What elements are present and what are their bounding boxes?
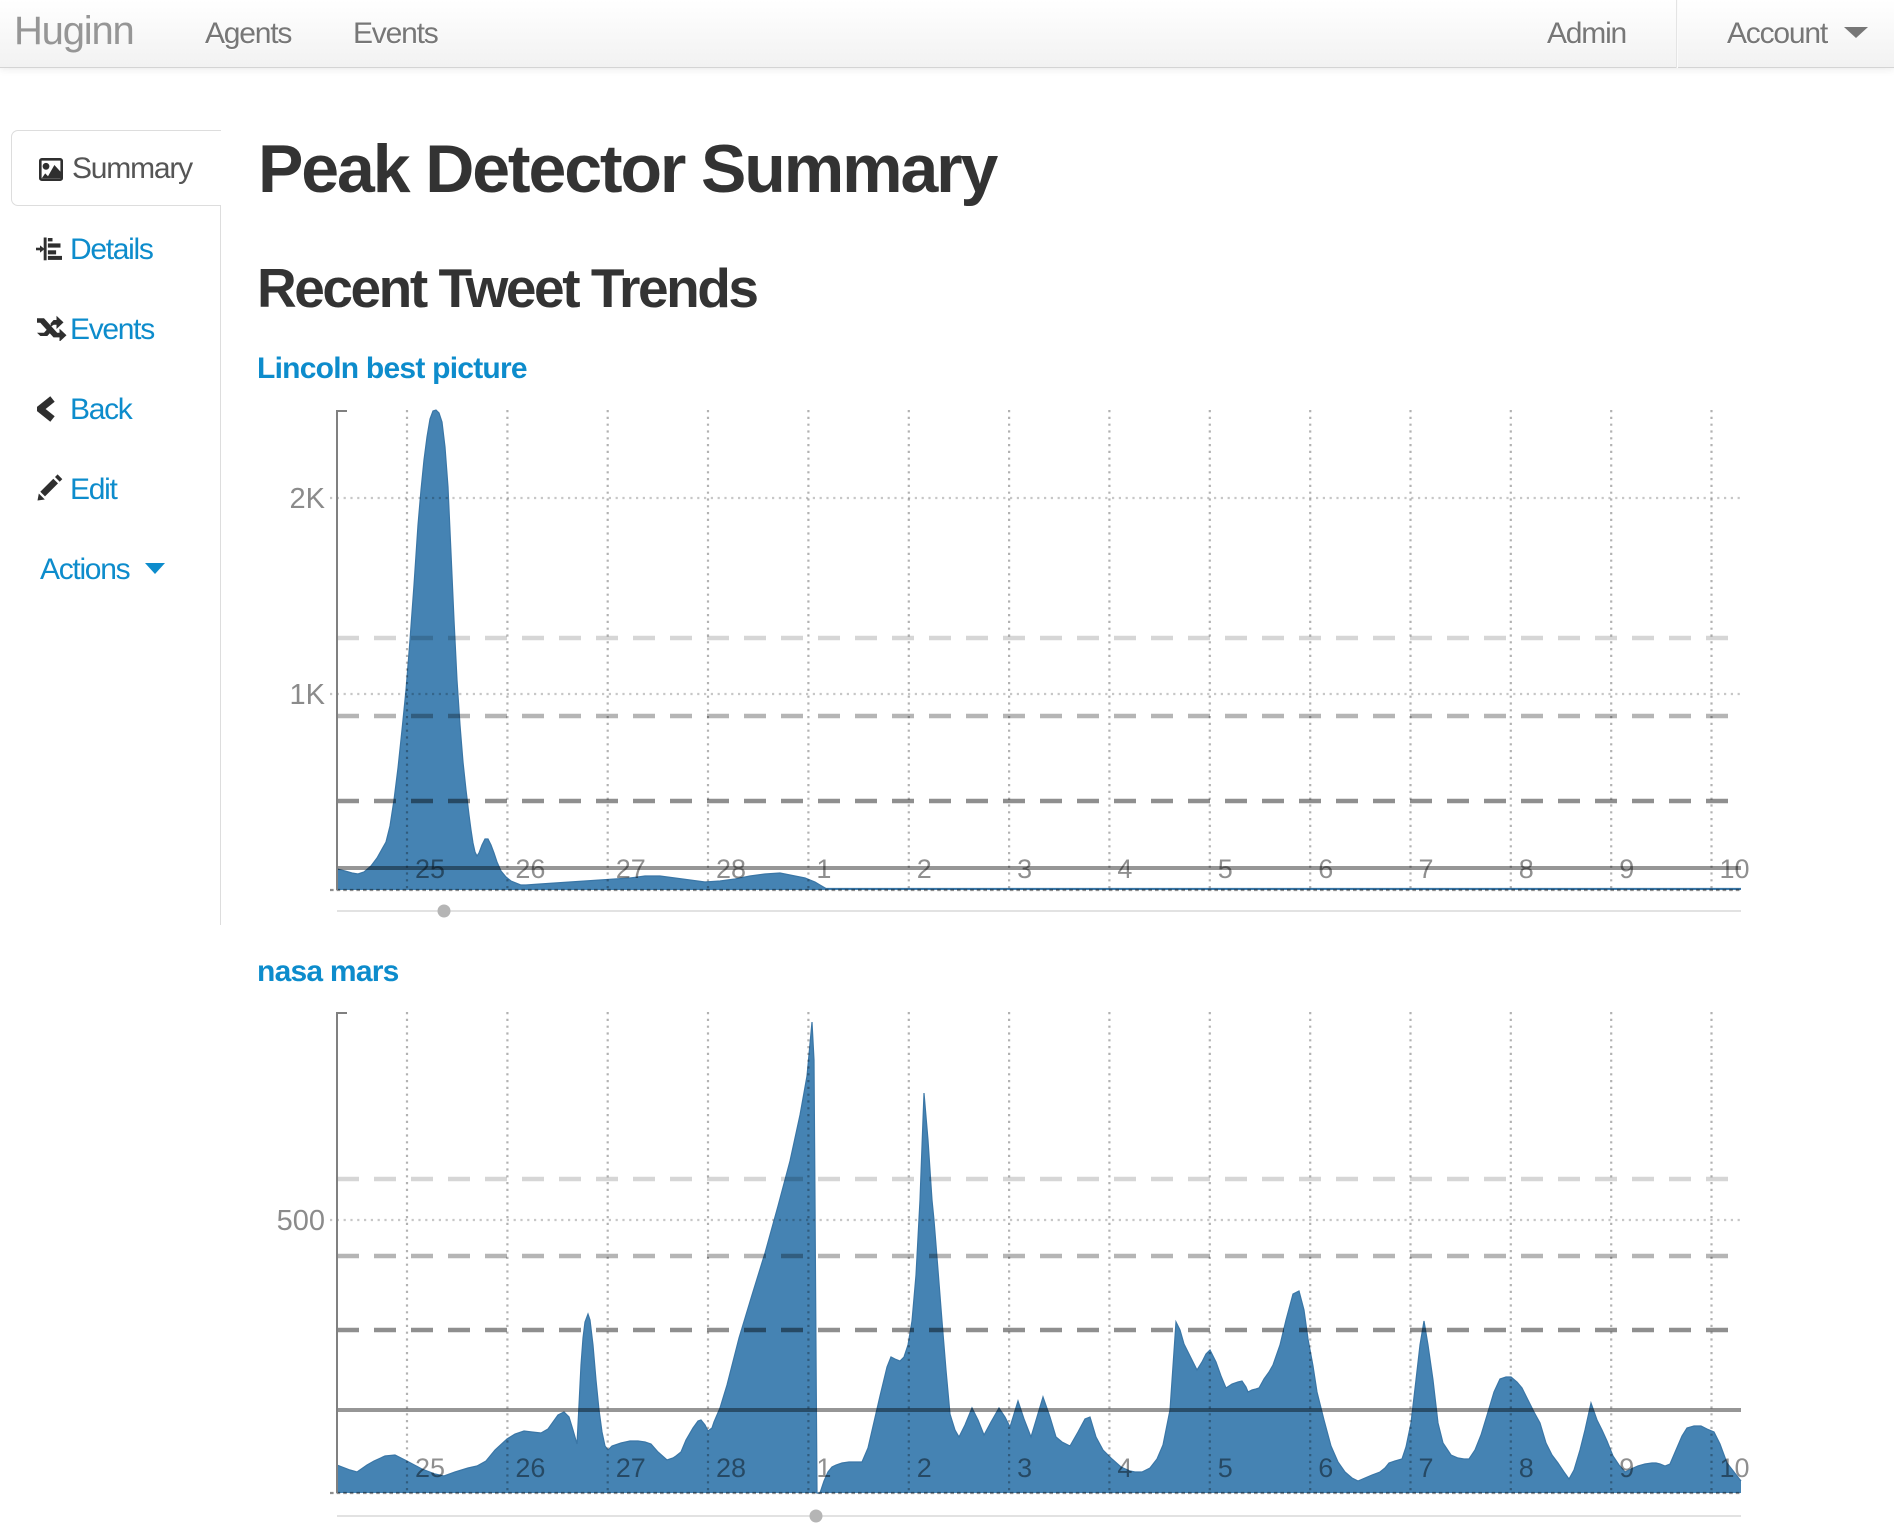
svg-text:5: 5 bbox=[1218, 1453, 1233, 1483]
svg-text:500: 500 bbox=[277, 1205, 325, 1237]
svg-text:10: 10 bbox=[1720, 1453, 1750, 1483]
svg-text:25: 25 bbox=[415, 1453, 445, 1483]
svg-text:26: 26 bbox=[515, 854, 545, 884]
svg-text:8: 8 bbox=[1519, 854, 1534, 884]
svg-text:1K: 1K bbox=[290, 679, 326, 711]
svg-text:6: 6 bbox=[1318, 854, 1333, 884]
svg-text:2: 2 bbox=[917, 1453, 932, 1483]
svg-text:9: 9 bbox=[1619, 854, 1634, 884]
svg-text:10: 10 bbox=[1720, 854, 1750, 884]
svg-text:25: 25 bbox=[415, 854, 445, 884]
svg-text:4: 4 bbox=[1117, 1453, 1132, 1483]
svg-text:5: 5 bbox=[1218, 854, 1233, 884]
svg-text:28: 28 bbox=[716, 854, 746, 884]
svg-text:9: 9 bbox=[1619, 1453, 1634, 1483]
svg-text:28: 28 bbox=[716, 1453, 746, 1483]
svg-text:4: 4 bbox=[1117, 854, 1132, 884]
svg-text:27: 27 bbox=[616, 854, 646, 884]
svg-text:7: 7 bbox=[1419, 854, 1434, 884]
svg-text:3: 3 bbox=[1017, 1453, 1032, 1483]
svg-text:2: 2 bbox=[917, 854, 932, 884]
svg-text:1: 1 bbox=[816, 1453, 831, 1483]
svg-text:26: 26 bbox=[515, 1453, 545, 1483]
svg-text:7: 7 bbox=[1419, 1453, 1434, 1483]
svg-text:3: 3 bbox=[1017, 854, 1032, 884]
svg-text:2K: 2K bbox=[290, 483, 326, 515]
svg-text:1: 1 bbox=[816, 854, 831, 884]
svg-text:8: 8 bbox=[1519, 1453, 1534, 1483]
svg-text:6: 6 bbox=[1318, 1453, 1333, 1483]
svg-text:27: 27 bbox=[616, 1453, 646, 1483]
